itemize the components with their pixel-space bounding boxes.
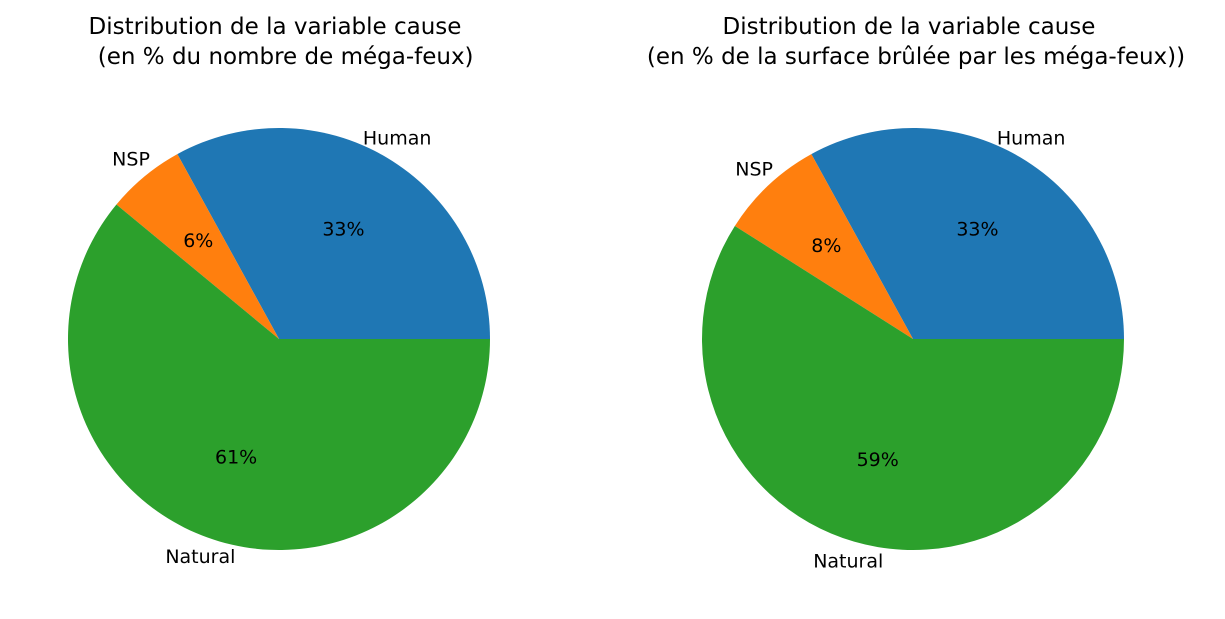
pie-slice-human [811,127,1124,339]
value-label-human: 33% [322,219,364,241]
pie-slice-nsp [116,154,279,339]
category-label-natural: Natural [165,546,235,568]
pie-slice-natural [702,225,1124,550]
chart-title-line2: (en % de la surface brûlée par les méga-… [647,44,1185,70]
pie-slice-human [177,128,490,339]
value-label-natural: 61% [215,447,257,469]
category-label-human: Human [997,128,1066,150]
value-label-nsp: 6% [183,230,213,252]
chart-title-line2: (en % du nombre de méga-feux) [90,44,473,70]
value-label-human: 33% [956,219,998,241]
pie-chart-count: Distribution de la variable cause (en % … [67,14,490,568]
category-label-nsp: NSP [112,149,150,171]
value-label-nsp: 8% [811,235,841,257]
category-label-nsp: NSP [735,158,773,180]
category-label-natural: Natural [813,550,883,572]
pie-chart-area: Distribution de la variable cause (en % … [647,14,1185,572]
value-label-natural: 59% [857,449,899,471]
chart-title-line1: Distribution de la variable cause [723,14,1096,40]
chart-title-line1: Distribution de la variable cause [89,14,462,40]
pie-slice-nsp [734,154,913,339]
pie-slice-natural [67,204,490,550]
category-label-human: Human [363,128,432,150]
